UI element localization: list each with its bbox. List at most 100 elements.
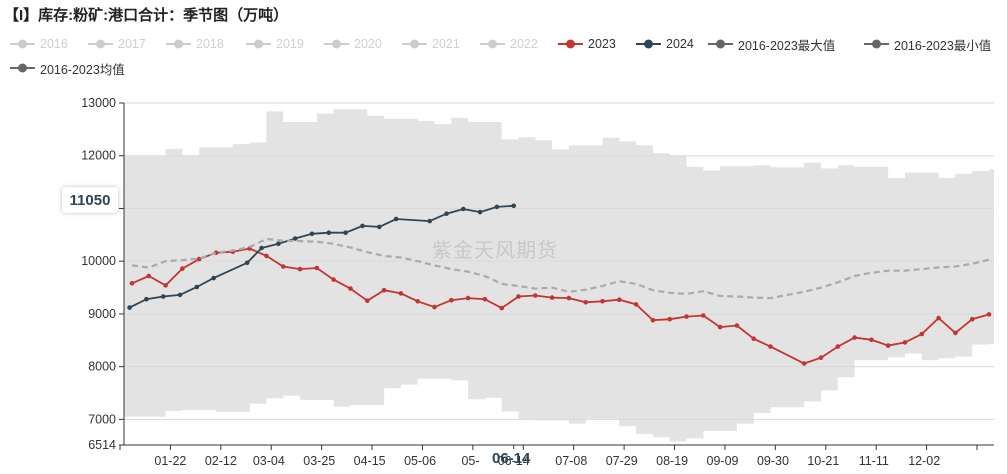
- x-tick-label: 10-21: [807, 454, 839, 468]
- data-point-2023: [852, 335, 857, 340]
- data-point-2023: [566, 295, 572, 301]
- legend-item-2022[interactable]: 2022: [480, 34, 538, 54]
- legend-label: 2016-2023最小值: [894, 38, 992, 53]
- data-point-2023: [717, 324, 723, 330]
- y-tick-label: 9000: [88, 307, 116, 321]
- data-point-2023: [701, 313, 706, 318]
- data-point-2024: [326, 230, 332, 235]
- legend-label: 2016-2023最大值: [738, 38, 836, 53]
- data-point-2023: [751, 336, 756, 342]
- data-point-2024: [127, 305, 132, 310]
- data-point-2023: [533, 293, 538, 298]
- y-tick-label: 13000: [81, 96, 116, 110]
- data-point-2023: [196, 256, 202, 262]
- legend-marker-icon: [708, 39, 733, 49]
- x-tick-label: 03-04: [253, 454, 285, 468]
- data-point-2024: [309, 231, 315, 237]
- y-tick-label: 10000: [81, 254, 116, 268]
- x-tick-label: 07-29: [606, 454, 638, 468]
- data-point-2023: [583, 300, 588, 305]
- data-point-2023: [331, 277, 336, 282]
- data-point-2023: [617, 297, 622, 303]
- series-line-2024: [129, 204, 514, 309]
- data-point-2024: [160, 294, 166, 299]
- data-point-2023: [818, 355, 824, 361]
- legend-marker-icon: [558, 39, 583, 49]
- data-point-2023: [885, 343, 891, 348]
- x-tick-label: 09-09: [707, 454, 739, 468]
- y-tick-label: 12000: [81, 149, 116, 163]
- y-tick-label: 8000: [88, 360, 116, 374]
- data-point-2023: [432, 304, 437, 310]
- series-line-2016-2023均值: [131, 237, 990, 300]
- data-point-2024: [427, 218, 433, 224]
- data-point-2023: [146, 273, 152, 279]
- legend-item-2018[interactable]: 2018: [166, 34, 224, 54]
- data-point-2023: [768, 344, 773, 349]
- data-point-2024: [343, 230, 348, 235]
- data-point-2024: [511, 203, 516, 209]
- data-point-2023: [734, 323, 740, 328]
- data-point-2023: [499, 305, 505, 311]
- x-tick-label: 02-12: [205, 454, 237, 468]
- legend-label: 2019: [276, 37, 304, 51]
- x-tick-label: 05-: [461, 454, 479, 468]
- legend-item-2017[interactable]: 2017: [88, 34, 146, 54]
- legend-marker-icon: [10, 39, 35, 49]
- data-point-2023: [297, 266, 303, 272]
- legend-item-2024[interactable]: 2024: [636, 34, 694, 54]
- data-point-2024: [494, 204, 500, 210]
- data-point-2023: [449, 297, 454, 303]
- x-tick-label: 04-15: [354, 454, 386, 468]
- legend-label: 2022: [510, 37, 538, 51]
- data-point-2024: [144, 296, 149, 302]
- legend-item-2016[interactable]: 2016: [10, 34, 68, 54]
- data-point-2024: [477, 209, 483, 215]
- legend-marker-icon: [864, 39, 889, 49]
- x-tick-label: 09-30: [757, 454, 789, 468]
- data-point-2023: [667, 316, 672, 322]
- y-axis-pointer-label: 11050: [62, 187, 118, 213]
- x-tick-label: 03-25: [303, 454, 335, 468]
- legend-item-2020[interactable]: 2020: [324, 34, 382, 54]
- legend-marker-icon: [480, 39, 505, 49]
- data-point-2023: [365, 298, 370, 304]
- data-point-2024: [393, 216, 399, 222]
- legend-label: 2016-2023均值: [40, 62, 125, 77]
- legend-marker-icon: [402, 39, 427, 49]
- data-point-2023: [415, 299, 421, 304]
- data-point-2023: [280, 264, 286, 269]
- data-point-2024: [360, 223, 365, 229]
- legend-item-2019[interactable]: 2019: [246, 34, 304, 54]
- data-point-2023: [180, 266, 185, 271]
- legend-marker-icon: [10, 63, 35, 73]
- legend-marker-icon: [166, 39, 191, 49]
- data-point-2023: [902, 340, 908, 345]
- legend-item-2016-2023最大值[interactable]: 2016-2023最大值: [708, 34, 835, 54]
- data-point-2024: [461, 206, 466, 212]
- data-point-2023: [348, 286, 353, 291]
- data-point-2023: [398, 291, 404, 296]
- legend: 2016 2017 2018 2019 2020 2021 2022 2023 2024 2016…: [0, 32, 1007, 84]
- x-tick-label: 12-02: [908, 454, 940, 468]
- legend-item-2016-2023均值[interactable]: 2016-2023均值: [10, 58, 125, 78]
- data-point-2023: [919, 331, 925, 337]
- data-point-2023: [163, 283, 168, 288]
- data-point-2023: [381, 287, 387, 293]
- data-point-2024: [444, 211, 449, 216]
- x-tick-label: 05-06: [404, 454, 436, 468]
- legend-marker-icon: [324, 39, 349, 49]
- legend-item-2021[interactable]: 2021: [402, 34, 460, 54]
- watermark: 紫金天风期货: [432, 240, 558, 262]
- data-point-2023: [264, 253, 269, 259]
- data-point-2023: [835, 344, 841, 349]
- legend-item-2016-2023最小值[interactable]: 2016-2023最小值: [864, 34, 991, 54]
- legend-marker-icon: [636, 39, 661, 49]
- legend-marker-icon: [246, 39, 271, 49]
- data-point-2024: [276, 241, 281, 247]
- x-tick-label: 08-19: [656, 454, 688, 468]
- legend-item-2023[interactable]: 2023: [558, 34, 616, 54]
- legend-label: 2018: [196, 37, 224, 51]
- x-tick-label: 07-08: [555, 454, 587, 468]
